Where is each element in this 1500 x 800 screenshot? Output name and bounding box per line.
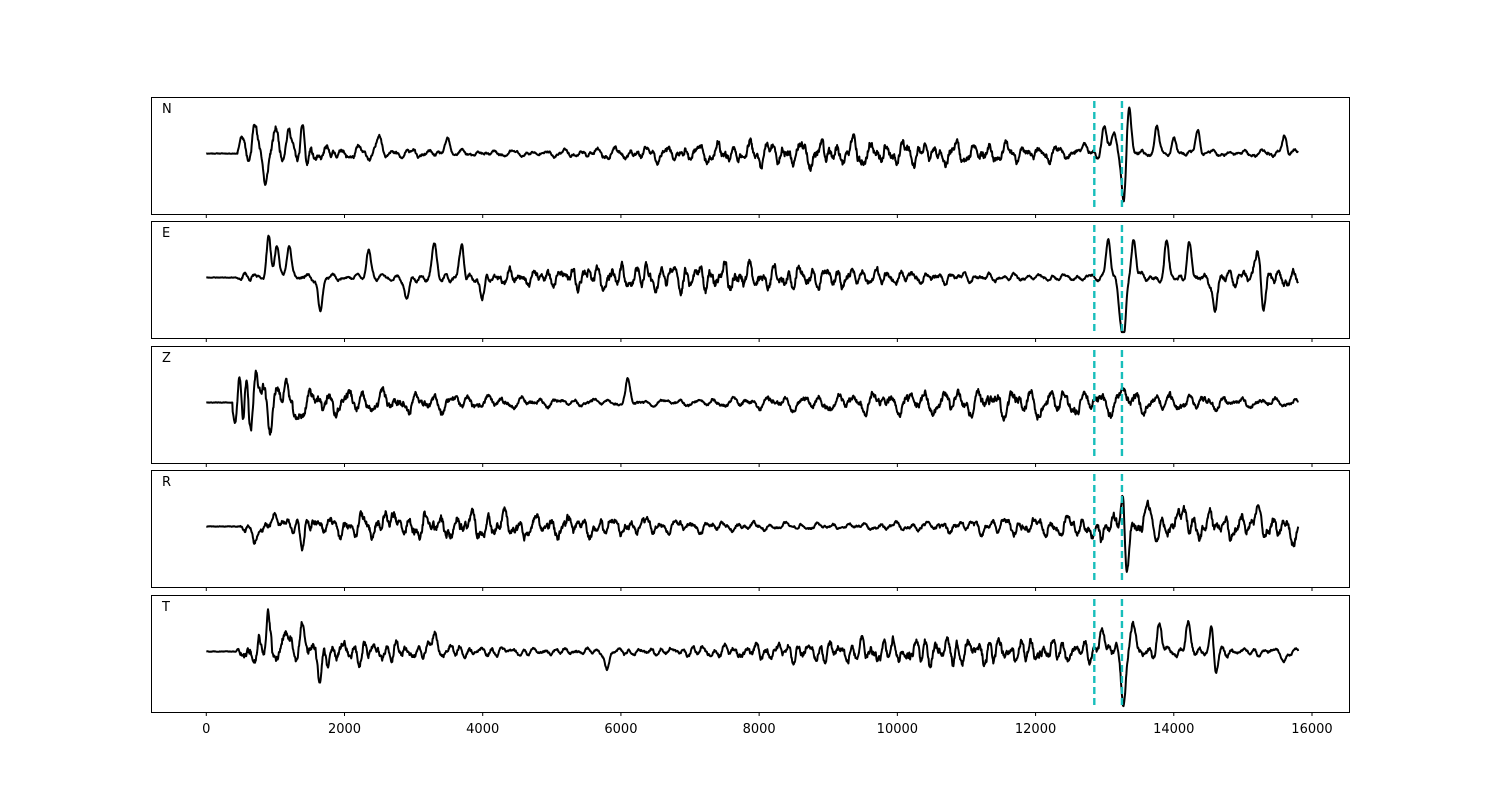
panel-frame <box>151 221 1350 339</box>
x-tick-label: 8000 <box>743 722 776 737</box>
panels-group: N E Z R T <box>151 97 1350 716</box>
x-tick-label: 10000 <box>877 722 918 737</box>
x-tick-label: 2000 <box>328 722 361 737</box>
trace-z <box>205 369 1299 436</box>
x-tick-label: 6000 <box>604 722 637 737</box>
x-tick-label: 4000 <box>466 722 499 737</box>
panel-label-e: E <box>162 226 170 241</box>
trace-r <box>205 494 1300 573</box>
panel-e: E <box>151 221 1350 342</box>
x-tick-label: 16000 <box>1291 722 1332 737</box>
panel-label-r: R <box>162 475 171 490</box>
x-axis: 0 2000 4000 6000 8000 10000 12000 14000 16000 <box>202 722 1333 737</box>
panel-label-n: N <box>162 102 172 117</box>
panel-t: T <box>151 595 1350 716</box>
trace-e <box>205 234 1300 334</box>
panel-frame <box>151 470 1350 588</box>
trace-n <box>205 106 1299 203</box>
x-tick-label: 14000 <box>1153 722 1194 737</box>
panel-n: N <box>151 97 1350 218</box>
panel-label-t: T <box>161 600 170 615</box>
panel-frame <box>151 595 1350 713</box>
panel-label-z: Z <box>162 351 171 366</box>
panel-frame <box>151 97 1350 215</box>
x-tick-label: 12000 <box>1015 722 1056 737</box>
trace-t <box>205 608 1300 708</box>
panel-z: Z <box>151 346 1350 467</box>
panel-r: R <box>151 470 1350 591</box>
panel-frame <box>151 346 1350 464</box>
x-tick-label: 0 <box>202 722 210 737</box>
